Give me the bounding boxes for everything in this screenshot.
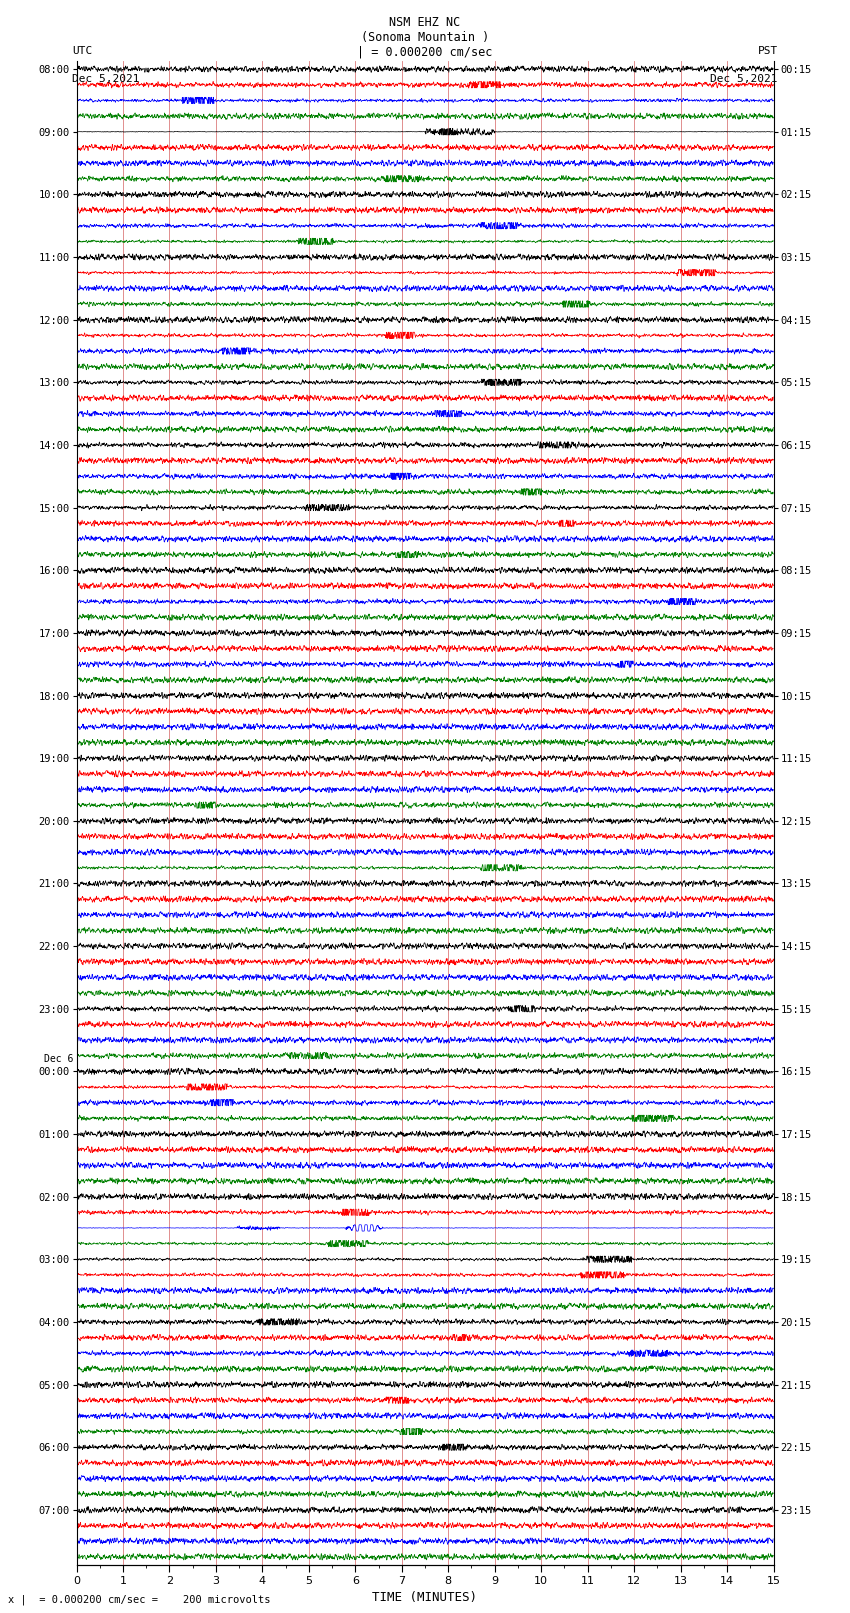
Text: x |  = 0.000200 cm/sec =    200 microvolts: x | = 0.000200 cm/sec = 200 microvolts (8, 1594, 271, 1605)
Title: NSM EHZ NC
(Sonoma Mountain )
| = 0.000200 cm/sec: NSM EHZ NC (Sonoma Mountain ) | = 0.0002… (357, 16, 493, 58)
Text: PST: PST (757, 47, 778, 56)
X-axis label: TIME (MINUTES): TIME (MINUTES) (372, 1590, 478, 1603)
Text: UTC: UTC (72, 47, 93, 56)
Text: Dec 6: Dec 6 (44, 1053, 74, 1063)
Text: Dec 5,2021: Dec 5,2021 (711, 74, 778, 84)
Text: Dec 5,2021: Dec 5,2021 (72, 74, 139, 84)
